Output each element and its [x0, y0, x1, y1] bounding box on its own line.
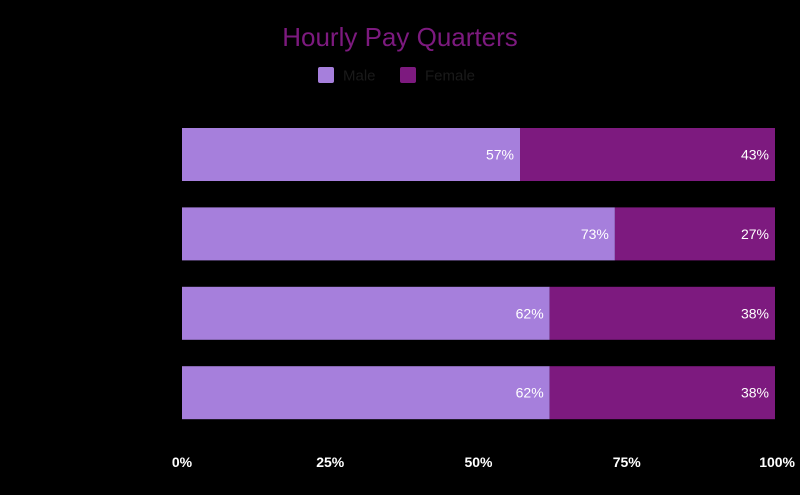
data-label-male-1: 57%: [486, 147, 514, 163]
legend-label-female: Female: [425, 68, 475, 85]
legend-item-female: Female: [400, 67, 475, 85]
legend-label-male: Male: [343, 68, 376, 85]
bar-female-3: [549, 286, 775, 340]
x-tick-label: 25%: [316, 454, 345, 470]
bar-male-3: [182, 286, 550, 340]
x-tick-label: 75%: [613, 454, 642, 470]
bar-female-1: [520, 128, 775, 181]
bar-row-4: 62% 38%: [182, 366, 775, 420]
bar-female-4: [549, 366, 775, 420]
bar-male-1: [182, 128, 521, 181]
x-axis: 0% 25% 50% 75% 100%: [172, 454, 796, 470]
data-label-male-3: 62%: [516, 305, 544, 321]
x-tick-label: 0%: [172, 454, 193, 470]
legend-item-male: Male: [318, 67, 376, 85]
x-tick-label: 50%: [464, 454, 493, 470]
bar-row-3: 62% 38%: [182, 286, 775, 340]
x-tick-label: 100%: [759, 454, 795, 470]
bars: 57% 43% 73% 27% 62% 38% 62% 38%: [182, 128, 775, 420]
bar-male-4: [182, 366, 550, 420]
chart-title: Hourly Pay Quarters: [282, 22, 518, 52]
bar-row-1: 57% 43%: [182, 128, 775, 181]
bar-female-2: [614, 207, 775, 261]
bar-male-2: [182, 207, 615, 261]
data-label-male-2: 73%: [581, 226, 609, 242]
legend: Male Female: [318, 67, 475, 85]
data-label-female-4: 38%: [741, 385, 769, 401]
legend-swatch-male: [318, 67, 334, 83]
bar-row-2: 73% 27%: [182, 207, 775, 261]
data-label-female-1: 43%: [741, 147, 769, 163]
data-label-female-3: 38%: [741, 305, 769, 321]
data-label-male-4: 62%: [516, 385, 544, 401]
data-label-female-2: 27%: [741, 226, 769, 242]
legend-swatch-female: [400, 67, 416, 83]
